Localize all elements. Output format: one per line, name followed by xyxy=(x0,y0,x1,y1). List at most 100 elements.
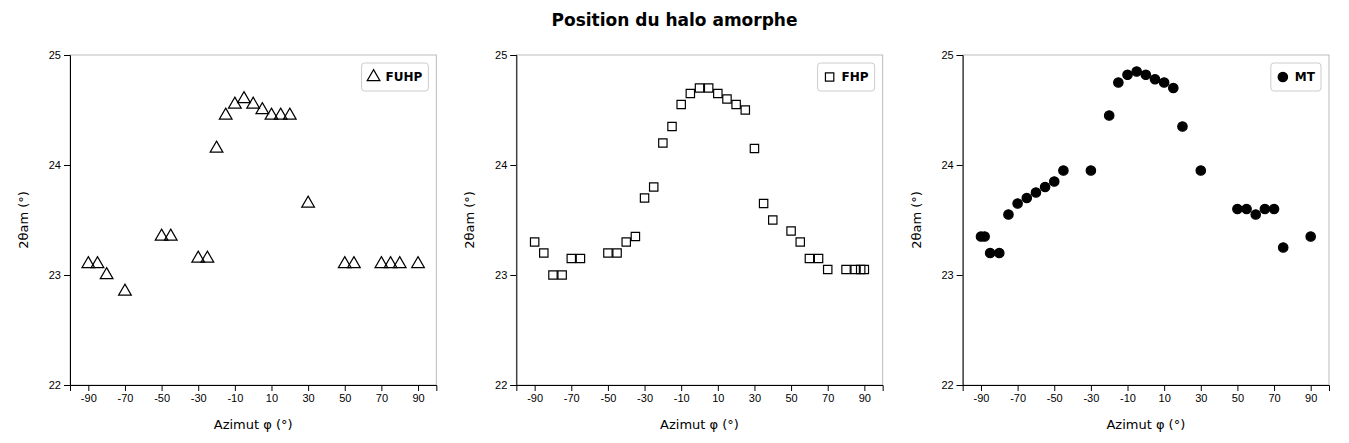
tick-mark xyxy=(864,385,865,391)
point xyxy=(677,100,685,108)
tick-mark xyxy=(681,385,682,391)
tick-label: 22 xyxy=(941,379,953,391)
tick-label: 10 xyxy=(712,392,724,404)
legend-symbol xyxy=(1278,72,1287,81)
x-axis: -90-70-50-30-101030507090 xyxy=(517,385,883,404)
tick-mark xyxy=(957,385,963,386)
tick-label: 70 xyxy=(1268,392,1280,404)
point xyxy=(201,251,214,262)
tick: 24 xyxy=(941,159,962,171)
point xyxy=(604,249,612,257)
plot-frame xyxy=(516,55,882,385)
tick: 90 xyxy=(1305,385,1317,404)
point xyxy=(1269,204,1278,213)
tick: -90 xyxy=(974,385,990,404)
tick: 70 xyxy=(376,385,388,404)
tick: 70 xyxy=(1268,385,1280,404)
point xyxy=(82,257,95,268)
point xyxy=(540,249,548,257)
point xyxy=(704,84,712,92)
point xyxy=(530,238,538,246)
point xyxy=(100,268,113,279)
tick-mark xyxy=(271,385,272,391)
tick-label: 24 xyxy=(49,159,61,171)
point xyxy=(192,251,205,262)
point xyxy=(567,254,575,262)
tick-mark xyxy=(125,385,126,391)
point xyxy=(1123,70,1132,79)
tick-label: -30 xyxy=(637,392,653,404)
tick: 24 xyxy=(495,159,516,171)
tick-mark xyxy=(1237,385,1238,391)
tick-mark xyxy=(1201,385,1202,391)
point xyxy=(1196,166,1205,175)
tick-mark xyxy=(88,385,89,391)
tick: -50 xyxy=(154,385,170,404)
point xyxy=(219,108,232,119)
x-axis-title: Azimut φ (°) xyxy=(214,417,293,432)
point xyxy=(375,257,388,268)
point xyxy=(995,248,1004,257)
axis-line xyxy=(510,56,517,386)
point xyxy=(759,199,767,207)
tick: 10 xyxy=(266,385,278,404)
tick-mark xyxy=(64,385,70,386)
point xyxy=(1059,166,1068,175)
legend-item: MT xyxy=(1278,70,1316,84)
tick-mark xyxy=(381,385,382,391)
tick-label: 10 xyxy=(266,392,278,404)
point xyxy=(274,108,287,119)
tick-label: -10 xyxy=(674,392,690,404)
point xyxy=(1050,177,1059,186)
tick-mark xyxy=(571,385,572,391)
tick: 25 xyxy=(49,49,70,61)
point xyxy=(1031,188,1040,197)
tick: 30 xyxy=(1195,385,1207,404)
point xyxy=(164,229,177,240)
point xyxy=(732,100,740,108)
tick-mark xyxy=(828,385,829,391)
marks xyxy=(530,84,868,279)
point xyxy=(640,194,648,202)
tick-label: -90 xyxy=(974,392,990,404)
point xyxy=(980,232,989,241)
point xyxy=(805,254,813,262)
tick: -70 xyxy=(564,385,580,404)
legend: FHP xyxy=(818,63,875,91)
point xyxy=(659,139,667,147)
tick-mark xyxy=(791,385,792,391)
point xyxy=(338,257,351,268)
tick-mark xyxy=(1164,385,1165,391)
point xyxy=(723,95,731,103)
point xyxy=(1040,182,1049,191)
legend-item: FUHP xyxy=(367,70,422,85)
point xyxy=(824,265,832,273)
point xyxy=(1086,166,1095,175)
axis-line xyxy=(963,386,1329,392)
tick: 22 xyxy=(49,379,70,391)
tick-label: -50 xyxy=(154,392,170,404)
y-axis: 22232425 xyxy=(49,49,71,391)
tick: -90 xyxy=(81,385,97,404)
tick: -90 xyxy=(527,385,543,404)
point xyxy=(631,232,639,240)
tick: -70 xyxy=(1010,385,1026,404)
tick-label: 30 xyxy=(302,392,314,404)
tick-mark xyxy=(64,165,70,166)
point xyxy=(787,227,795,235)
point xyxy=(1233,204,1242,213)
tick-mark xyxy=(608,385,609,391)
tick: 90 xyxy=(859,385,871,404)
tick-label: 30 xyxy=(749,392,761,404)
point xyxy=(1141,70,1150,79)
tick: -10 xyxy=(227,385,243,404)
tick-mark xyxy=(957,165,963,166)
point xyxy=(558,271,566,279)
point xyxy=(302,196,315,207)
tick-label: 30 xyxy=(1195,392,1207,404)
panel: -90-70-50-30-10103050709022232425Azimut … xyxy=(909,49,1330,432)
tick-label: -30 xyxy=(1083,392,1099,404)
point xyxy=(1013,199,1022,208)
tick-label: 25 xyxy=(495,49,507,61)
panel: -90-70-50-30-10103050709022232425Azimut … xyxy=(16,49,437,432)
